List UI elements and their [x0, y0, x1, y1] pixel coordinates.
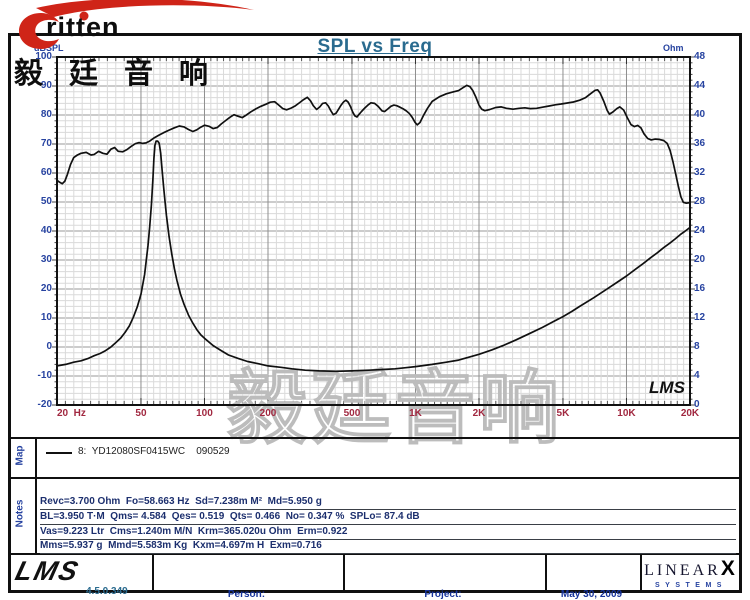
plot-border	[56, 56, 691, 406]
brand-swoosh-icon	[19, 0, 254, 49]
lms-logo: LMS	[12, 556, 83, 586]
y-left-tick-label: 60	[40, 167, 52, 178]
y-right-tick-label: 28	[694, 196, 706, 207]
y-left-tick-label: -20	[37, 399, 52, 410]
y-right-tick-label: 0	[694, 399, 700, 410]
notes-line-2: BL=3.950 T·M Qms= 4.584 Qes= 0.519 Qts= …	[40, 511, 736, 525]
spl-curve	[56, 84, 691, 205]
y-left-tick-label: 40	[40, 225, 52, 236]
y-right-tick-label: 20	[694, 254, 706, 265]
footer-top-rule	[8, 553, 742, 555]
y-left-tick-label: -10	[37, 370, 52, 381]
notes-box-top-rule	[8, 477, 742, 479]
project-label: Project:	[424, 589, 462, 600]
y-right-tick-label: 40	[694, 109, 706, 120]
x-tick-label: 50	[135, 408, 147, 419]
linearx-letters: LINEAR	[644, 562, 721, 579]
legend-entry: 8: YD12080SF0415WC 090529	[78, 446, 230, 457]
brand-chinese-name: 毅廷音响	[14, 58, 235, 90]
version-block: 4.5.0.349 十一月-15-2004	[86, 559, 156, 600]
left-axis-unit-label: dBSPL	[34, 43, 64, 53]
y-left-tick-label: 100	[35, 51, 52, 62]
x-tick-label: 200	[259, 408, 277, 419]
notes-line-3: Vas=9.223 Ltr Cms=1.240m M/N Krm=365.020…	[40, 526, 736, 540]
y-left-tick-label: 70	[40, 138, 52, 149]
person-company-cell: Person: Company:	[152, 560, 341, 600]
y-right-tick-label: 48	[694, 51, 706, 62]
y-left-tick-label: 20	[40, 283, 52, 294]
y-right-tick-label: 24	[694, 225, 706, 236]
y-left-tick-label: 50	[40, 196, 52, 207]
footer-divider-2	[343, 553, 345, 593]
map-box-top-rule	[8, 437, 742, 439]
x-tick-label: 500	[343, 408, 361, 419]
y-right-tick-label: 32	[694, 167, 706, 178]
y-left-tick-label: 10	[40, 312, 52, 323]
y-right-tick-label: 16	[694, 283, 706, 294]
linearx-x: X	[720, 557, 738, 580]
y-right-tick-label: 44	[694, 80, 706, 91]
linearx-wordmark: LINEARX	[642, 557, 740, 581]
person-label: Person:	[227, 589, 266, 600]
outer-border	[8, 33, 742, 593]
version-number: 4.5.0.349	[86, 586, 128, 597]
linearx-logo: LINEARX SYSTEMS	[642, 557, 740, 589]
x-tick-label: 10K	[617, 408, 636, 419]
datetime-cell: May 30, 2009 Sat 9:02 am	[545, 560, 638, 600]
y-right-tick-label: 36	[694, 138, 706, 149]
x-tick-label: 20K	[680, 408, 700, 419]
x-tick-label: 5K	[556, 408, 570, 419]
footer-divider-4	[640, 553, 642, 593]
x-tick-label: 20 Hz	[57, 408, 86, 419]
report-date: May 30, 2009	[560, 589, 623, 600]
y-right-tick-label: 4	[694, 370, 700, 381]
x-tick-label: 100	[196, 408, 213, 419]
y-right-tick-label: 12	[694, 312, 706, 323]
x-tick-label: 1K	[409, 408, 422, 419]
footer-divider-3	[545, 553, 547, 593]
impedance-curve	[56, 140, 691, 373]
y-left-tick-label: 30	[40, 254, 52, 265]
notes-line-1: Revc=3.700 Ohm Fo=58.663 Hz Sd=7.238m M²…	[40, 496, 736, 510]
right-axis-unit-label: Ohm	[663, 43, 684, 53]
y-left-tick-label: 90	[40, 80, 52, 91]
x-tick-label: 2K	[472, 408, 486, 419]
notes-section-label: Notes	[14, 499, 26, 528]
lms-signature: LMS	[649, 378, 686, 397]
y-left-tick-label: 80	[40, 109, 52, 120]
side-label-divider	[35, 437, 37, 553]
y-right-tick-label: 8	[694, 341, 700, 352]
notes-line-4: Mms=5.937 g Mmd=5.583m Kg Kxm=4.697m H E…	[40, 540, 736, 554]
page-title: SPL vs Freq	[317, 36, 433, 57]
legend-line-sample	[46, 452, 72, 454]
footer-divider-1	[152, 553, 154, 593]
map-section-label: Map	[14, 445, 26, 466]
linearx-systems-label: SYSTEMS	[655, 582, 727, 589]
project-file-cell: Project: File: YD12080SF0415WC.lib	[343, 560, 543, 600]
brand-name: ritten	[46, 12, 120, 42]
y-left-tick-label: 0	[46, 341, 52, 352]
